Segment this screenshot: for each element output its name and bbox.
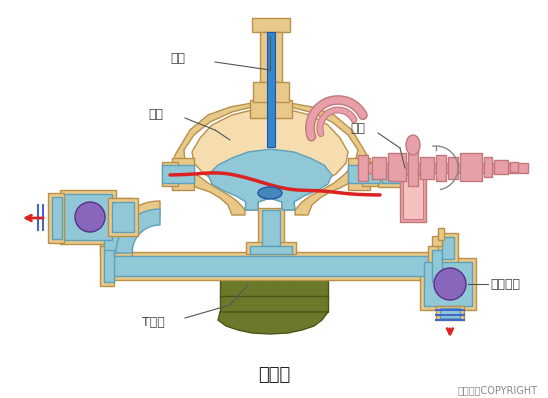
Bar: [52, 197, 62, 239]
Bar: [108, 252, 434, 280]
Bar: [100, 246, 114, 286]
Bar: [253, 82, 289, 102]
Bar: [262, 210, 280, 246]
Bar: [438, 233, 458, 263]
Ellipse shape: [258, 187, 282, 199]
Bar: [432, 250, 442, 282]
Text: 隔膜: 隔膜: [350, 121, 365, 135]
Bar: [424, 262, 472, 306]
Bar: [400, 172, 426, 222]
Bar: [448, 157, 458, 179]
Bar: [240, 268, 250, 280]
Bar: [286, 268, 296, 280]
Bar: [226, 268, 236, 280]
Text: 气缸: 气缸: [170, 51, 185, 64]
Bar: [104, 202, 128, 252]
Bar: [60, 190, 116, 244]
Ellipse shape: [434, 268, 466, 300]
Bar: [250, 246, 292, 254]
Polygon shape: [108, 201, 160, 253]
Polygon shape: [208, 149, 332, 210]
Bar: [460, 153, 482, 181]
Bar: [267, 32, 275, 147]
Bar: [220, 296, 328, 312]
Bar: [100, 198, 132, 256]
Bar: [64, 194, 112, 240]
Bar: [358, 155, 368, 181]
Bar: [172, 158, 194, 190]
Bar: [420, 157, 434, 179]
Bar: [255, 268, 265, 280]
Polygon shape: [172, 102, 367, 215]
Text: 隔膜泵: 隔膜泵: [258, 366, 290, 384]
Bar: [372, 157, 386, 179]
Ellipse shape: [75, 202, 105, 232]
Text: 单向球阀: 单向球阀: [490, 277, 520, 291]
Bar: [436, 155, 446, 181]
Bar: [348, 158, 370, 190]
Bar: [162, 165, 194, 183]
Bar: [260, 32, 282, 82]
Text: T型管: T型管: [142, 316, 165, 328]
Bar: [378, 163, 408, 187]
Bar: [442, 237, 454, 259]
Bar: [358, 163, 528, 173]
Bar: [252, 18, 290, 32]
Bar: [270, 268, 280, 280]
Ellipse shape: [406, 135, 420, 155]
Bar: [494, 160, 508, 174]
Bar: [112, 256, 430, 276]
Bar: [48, 193, 64, 243]
Text: 泵体: 泵体: [148, 107, 163, 121]
Bar: [438, 228, 444, 240]
Bar: [108, 198, 138, 236]
Text: 东方仿真COPYRIGHT: 东方仿真COPYRIGHT: [458, 385, 538, 395]
Polygon shape: [116, 209, 160, 253]
Bar: [315, 268, 325, 280]
Bar: [403, 175, 423, 219]
Bar: [162, 162, 178, 186]
Bar: [428, 246, 442, 286]
Polygon shape: [218, 312, 328, 334]
Bar: [440, 308, 460, 318]
Polygon shape: [192, 109, 348, 210]
Bar: [246, 242, 296, 254]
Bar: [388, 153, 406, 181]
Bar: [436, 306, 464, 320]
Bar: [250, 100, 292, 118]
Bar: [510, 162, 518, 172]
Bar: [408, 148, 418, 186]
Bar: [258, 208, 284, 246]
Bar: [420, 258, 476, 310]
Bar: [104, 250, 114, 282]
Bar: [300, 268, 310, 280]
Bar: [348, 165, 380, 183]
Bar: [382, 167, 404, 183]
Bar: [484, 157, 492, 177]
Bar: [432, 236, 442, 246]
Bar: [220, 278, 328, 298]
Bar: [362, 162, 378, 186]
Bar: [112, 202, 134, 232]
